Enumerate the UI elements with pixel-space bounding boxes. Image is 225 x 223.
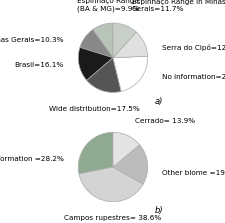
Text: Espinhaço Range in Minas
Gerais=11.7%: Espinhaço Range in Minas Gerais=11.7% bbox=[131, 0, 225, 12]
Text: Other biome =19.3%: Other biome =19.3% bbox=[162, 170, 225, 176]
Wedge shape bbox=[79, 29, 112, 58]
Wedge shape bbox=[78, 132, 112, 174]
Text: Cerrado= 13.9%: Cerrado= 13.9% bbox=[134, 118, 194, 124]
Wedge shape bbox=[92, 23, 112, 58]
Wedge shape bbox=[112, 56, 147, 91]
Wedge shape bbox=[112, 32, 147, 58]
Text: b): b) bbox=[154, 206, 163, 215]
Text: No information =28.2%: No information =28.2% bbox=[0, 156, 63, 162]
Wedge shape bbox=[78, 47, 112, 80]
Text: Campos rupestres= 38.6%: Campos rupestres= 38.6% bbox=[64, 215, 161, 221]
Text: No information=21.9%: No information=21.9% bbox=[162, 74, 225, 80]
Text: Espinhaço Range
(BA & MG)=9.9%: Espinhaço Range (BA & MG)=9.9% bbox=[76, 0, 138, 12]
Wedge shape bbox=[112, 23, 136, 58]
Text: a): a) bbox=[154, 97, 163, 106]
Wedge shape bbox=[86, 58, 121, 92]
Wedge shape bbox=[112, 132, 139, 167]
Text: Wide distribution=17.5%: Wide distribution=17.5% bbox=[48, 106, 139, 112]
Text: Brasil=16.1%: Brasil=16.1% bbox=[14, 62, 63, 68]
Wedge shape bbox=[79, 167, 143, 202]
Text: Serra do Cipó=12.6%: Serra do Cipó=12.6% bbox=[162, 44, 225, 51]
Text: Minas Gerais=10.3%: Minas Gerais=10.3% bbox=[0, 37, 63, 43]
Wedge shape bbox=[112, 145, 147, 184]
